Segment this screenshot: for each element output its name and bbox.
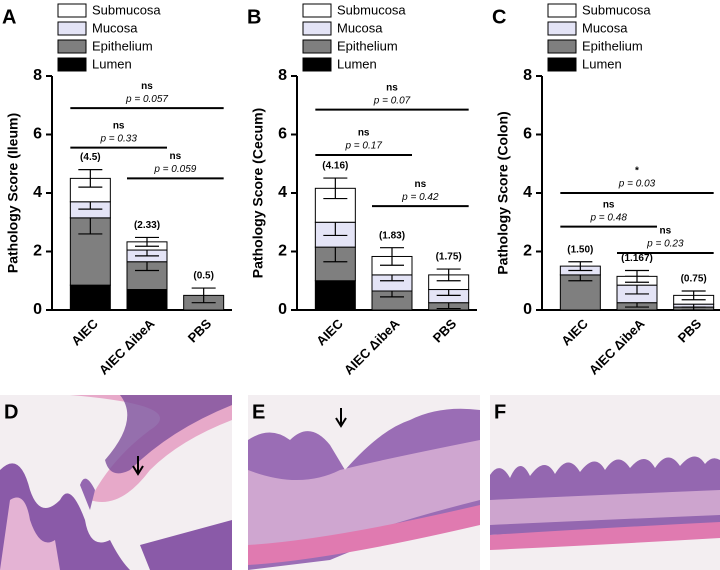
legend-label: Epithelium — [582, 38, 643, 53]
y-tick-label: 6 — [33, 126, 42, 143]
p-value: p = 0.07 — [373, 95, 411, 106]
panel-letter: E — [252, 401, 265, 423]
x-tick-label: PBS — [185, 316, 215, 346]
y-tick-label: 4 — [278, 184, 287, 201]
p-value: p = 0.059 — [153, 164, 196, 175]
legend-swatch — [547, 57, 577, 72]
significance-mark: ns — [113, 120, 125, 131]
p-value: p = 0.48 — [589, 212, 627, 223]
significance-mark: ns — [169, 151, 181, 162]
y-tick-label: 8 — [523, 67, 532, 84]
error-bar — [135, 236, 159, 247]
p-value: p = 0.17 — [344, 141, 382, 152]
p-value: p = 0.03 — [618, 179, 656, 190]
x-tick-label: AIEC ΔibeA — [96, 316, 158, 378]
error-bar — [191, 287, 216, 304]
legend-label: Lumen — [582, 56, 622, 71]
legend-swatch — [302, 57, 332, 72]
y-tick-label: 8 — [278, 67, 287, 84]
y-axis-label: Pathology Score (Cecum) — [250, 108, 266, 278]
error-bar — [78, 169, 103, 188]
significance-mark: ns — [414, 179, 426, 190]
legend-label: Mucosa — [582, 20, 628, 35]
x-tick-label: AIEC — [68, 316, 101, 349]
error-bar — [625, 269, 649, 283]
significance-mark: ns — [386, 82, 398, 93]
y-tick-label: 8 — [33, 67, 42, 84]
total-label: (1.83) — [379, 230, 405, 241]
error-bar — [681, 290, 706, 301]
x-tick-label: PBS — [430, 316, 460, 346]
total-label: (2.33) — [134, 220, 160, 231]
significance-mark: ns — [141, 81, 153, 92]
panel-letter: A — [2, 6, 16, 28]
significance-mark: ns — [659, 226, 671, 237]
p-value: p = 0.057 — [125, 94, 168, 105]
legend-swatch — [302, 39, 332, 54]
significance-mark: ns — [358, 128, 370, 139]
total-label: (0.5) — [193, 271, 214, 282]
y-tick-label: 4 — [33, 184, 42, 201]
histology-e — [248, 395, 480, 570]
legend-label: Lumen — [92, 56, 132, 71]
legend-label: Epithelium — [92, 38, 153, 53]
panel-letter: B — [247, 6, 261, 28]
y-tick-label: 2 — [33, 243, 42, 260]
legend-label: Lumen — [337, 56, 377, 71]
y-tick-label: 2 — [278, 243, 287, 260]
legend-label: Submucosa — [337, 2, 406, 17]
error-bar — [436, 268, 461, 282]
x-tick-label: PBS — [675, 316, 705, 346]
error-bar — [323, 177, 348, 200]
histology-d — [0, 395, 232, 570]
y-tick-label: 0 — [33, 301, 42, 318]
legend-label: Submucosa — [582, 2, 651, 17]
legend-swatch — [57, 3, 87, 18]
y-tick-label: 0 — [523, 301, 532, 318]
x-tick-label: AIEC ΔibeA — [586, 316, 648, 378]
p-value: p = 0.33 — [99, 133, 137, 144]
panel-letter: D — [4, 401, 18, 423]
y-tick-label: 6 — [523, 126, 532, 143]
total-label: (4.16) — [322, 161, 348, 172]
significance-mark: * — [635, 166, 639, 177]
x-tick-label: AIEC — [313, 316, 346, 349]
y-axis-label: Pathology Score (Colon) — [495, 111, 511, 274]
legend-swatch — [302, 21, 332, 36]
legend-label: Mucosa — [92, 20, 138, 35]
legend-swatch — [57, 39, 87, 54]
x-tick-label: AIEC ΔibeA — [341, 316, 403, 378]
x-tick-label: AIEC — [558, 316, 591, 349]
error-bar — [380, 247, 404, 266]
histology-f — [490, 395, 720, 570]
legend-swatch — [57, 21, 87, 36]
total-label: (4.5) — [80, 152, 101, 163]
legend-label: Epithelium — [337, 38, 398, 53]
significance-mark: ns — [603, 199, 615, 210]
y-axis-label: Pathology Score (Ileum) — [5, 113, 21, 273]
total-label: (1.50) — [567, 244, 593, 255]
legend-swatch — [302, 3, 332, 18]
legend-label: Mucosa — [337, 20, 383, 35]
panel-letter: C — [492, 6, 506, 28]
total-label: (1.167) — [621, 253, 653, 264]
p-value: p = 0.23 — [646, 239, 684, 250]
p-value: p = 0.42 — [401, 192, 439, 203]
total-label: (1.75) — [436, 252, 462, 263]
y-tick-label: 4 — [523, 184, 532, 201]
legend-swatch — [547, 39, 577, 54]
legend-swatch — [547, 3, 577, 18]
error-bar — [568, 261, 593, 272]
legend-label: Submucosa — [92, 2, 161, 17]
panel-letter: F — [494, 401, 506, 423]
y-tick-label: 0 — [278, 301, 287, 318]
y-tick-label: 6 — [278, 126, 287, 143]
legend-swatch — [547, 21, 577, 36]
legend-swatch — [57, 57, 87, 72]
y-tick-label: 2 — [523, 243, 532, 260]
total-label: (0.75) — [681, 274, 707, 285]
